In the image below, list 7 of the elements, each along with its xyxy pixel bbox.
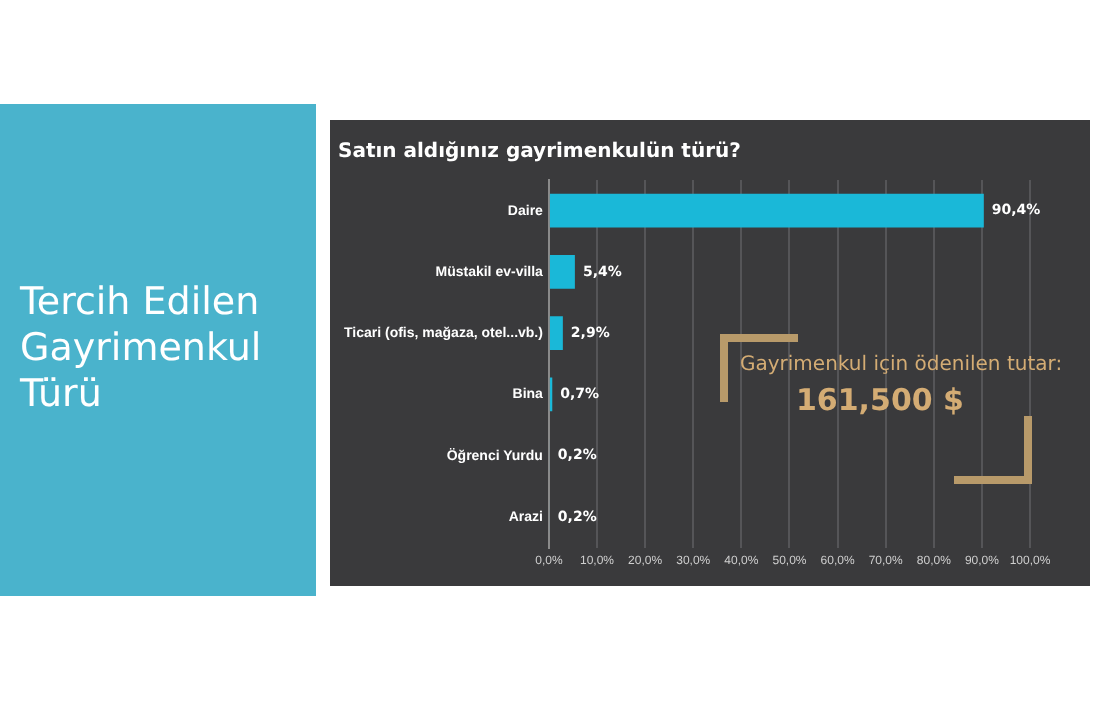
text: Tercih Edilen Gayrimenkul Türü (20, 280, 264, 418)
bar (549, 316, 563, 351)
chart-subtitle: Satın aldığınız gayrimenkulün türü? (338, 141, 742, 164)
annotation: 161,500 $ (794, 382, 966, 418)
bar (549, 255, 575, 289)
annotation: Gayrimenkul için ödenilen tutar: (740, 354, 1063, 376)
bar (549, 193, 984, 228)
